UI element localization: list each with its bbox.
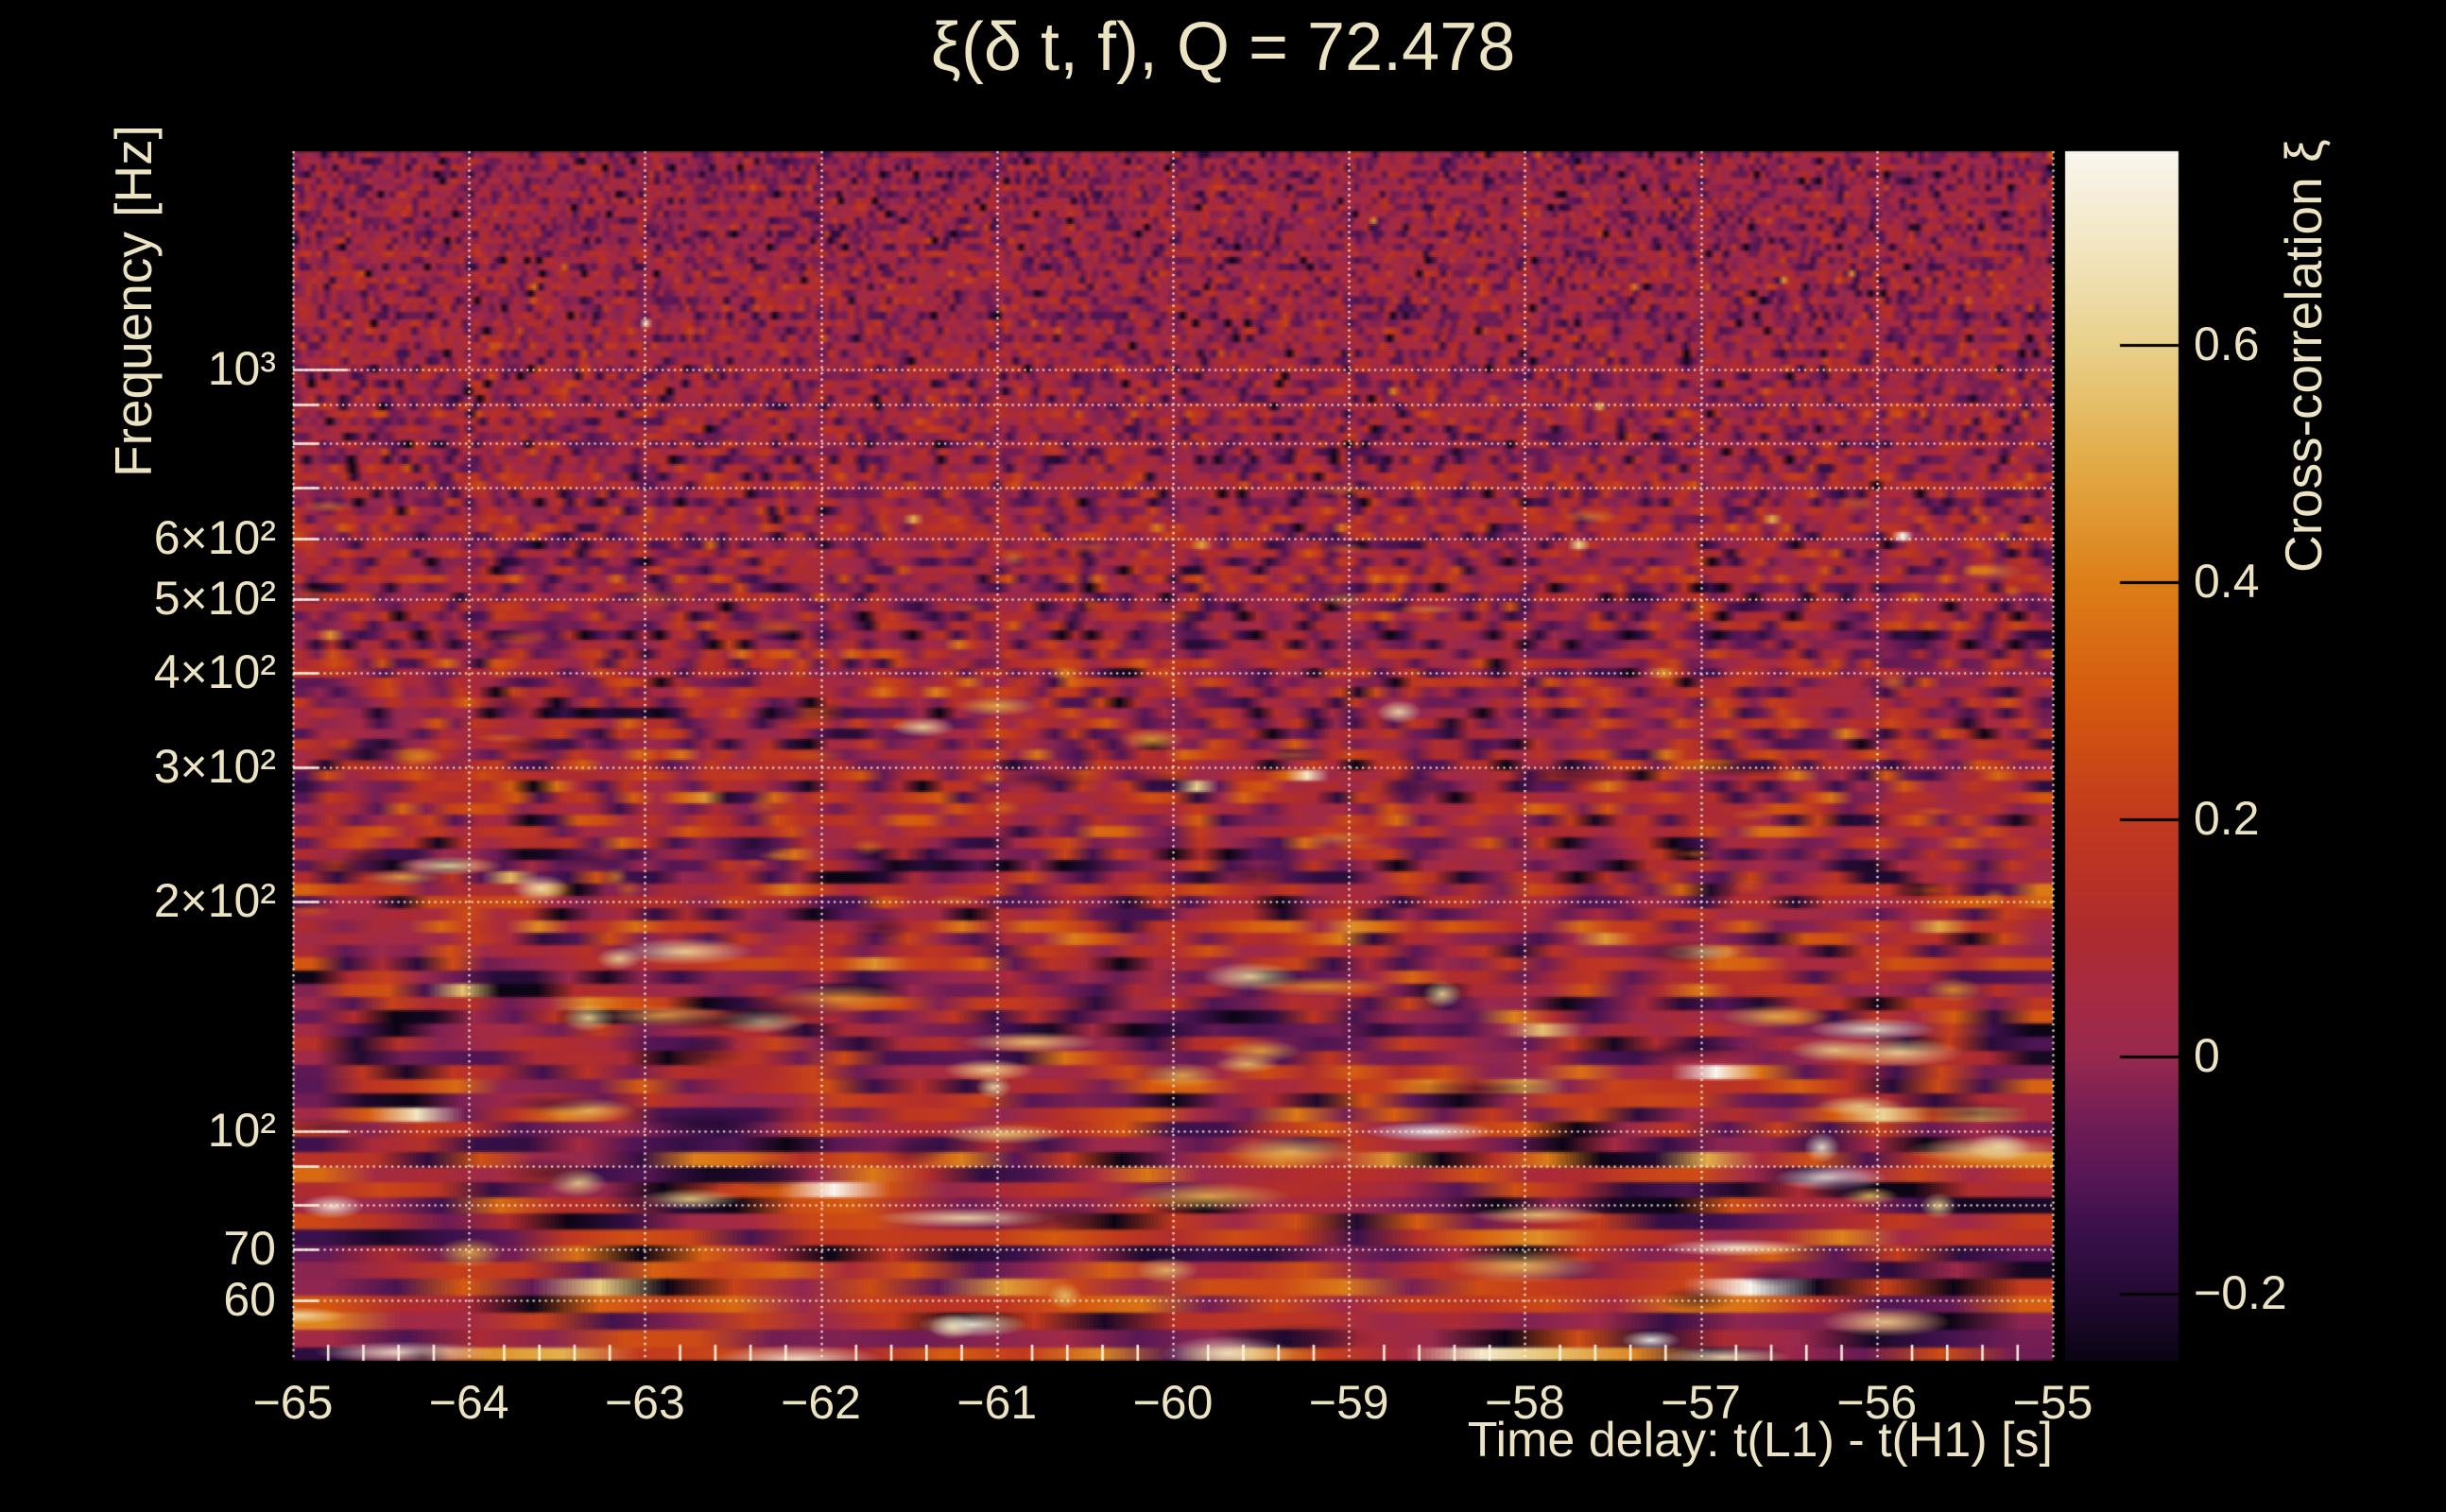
x-tick-label: −58 — [1484, 1376, 1565, 1429]
y-tick-label: 4×10² — [153, 644, 276, 698]
y-tick-label: 60 — [223, 1273, 276, 1327]
y-tick-label: 6×10² — [153, 510, 276, 564]
y-tick-label: 5×10² — [153, 571, 276, 625]
chart-title: ξ(δ t, f), Q = 72.478 — [930, 9, 1516, 85]
colorbar-tick-label: 0.4 — [2194, 555, 2260, 609]
x-tick-label: −62 — [781, 1376, 861, 1429]
y-tick-label: 3×10² — [153, 740, 276, 794]
y-tick-label: 10² — [207, 1104, 276, 1158]
colorbar-tick-label: 0.2 — [2194, 792, 2260, 846]
x-tick-label: −65 — [252, 1376, 334, 1429]
x-tick-label: −55 — [2012, 1376, 2093, 1429]
y-axis-title: Frequency [Hz] — [104, 125, 163, 477]
colorbar-title: Cross-correlation ξ — [2274, 139, 2333, 573]
x-axis-title: Time delay: t(L1) - t(H1) [s] — [1467, 1413, 2053, 1468]
x-tick-label: −64 — [428, 1376, 509, 1429]
colorbar-tick-label: 0.6 — [2194, 318, 2260, 371]
x-tick-label: −56 — [1836, 1376, 1918, 1429]
x-tick-label: −63 — [604, 1376, 685, 1429]
colorbar-tick-label: 0 — [2194, 1029, 2220, 1083]
colorbar-tick-label: −0.2 — [2194, 1265, 2287, 1319]
y-tick-label: 2×10² — [153, 874, 276, 928]
x-tick-label: −59 — [1308, 1376, 1389, 1429]
y-tick-label: 70 — [223, 1222, 276, 1276]
x-tick-label: −57 — [1661, 1376, 1741, 1429]
x-tick-label: −60 — [1132, 1376, 1214, 1429]
y-tick-label: 10³ — [207, 341, 276, 395]
x-tick-label: −61 — [956, 1376, 1038, 1429]
